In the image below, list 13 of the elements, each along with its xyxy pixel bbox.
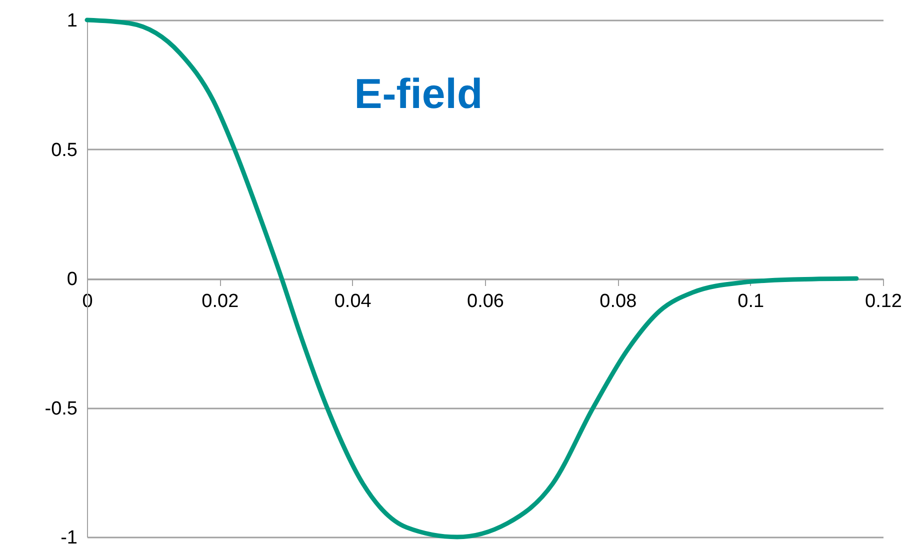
x-tick-label: 0 (82, 291, 93, 312)
y-tick-label: -0.5 (44, 398, 78, 420)
y-tick-label: 0.5 (51, 140, 78, 161)
x-tick-label: 0.1 (738, 291, 764, 312)
x-tick-label: 0.02 (202, 291, 239, 312)
y-tick-label: 1 (66, 10, 78, 32)
x-tick-label: 0.08 (600, 291, 637, 312)
y-tick-label: -1 (60, 528, 78, 546)
y-tick-label: 0 (66, 269, 78, 290)
x-tick-label: 0.12 (865, 291, 902, 312)
x-tick-label: 0.04 (334, 291, 372, 312)
x-tick-label: 0.06 (467, 291, 504, 312)
text: E-field (354, 70, 483, 117)
